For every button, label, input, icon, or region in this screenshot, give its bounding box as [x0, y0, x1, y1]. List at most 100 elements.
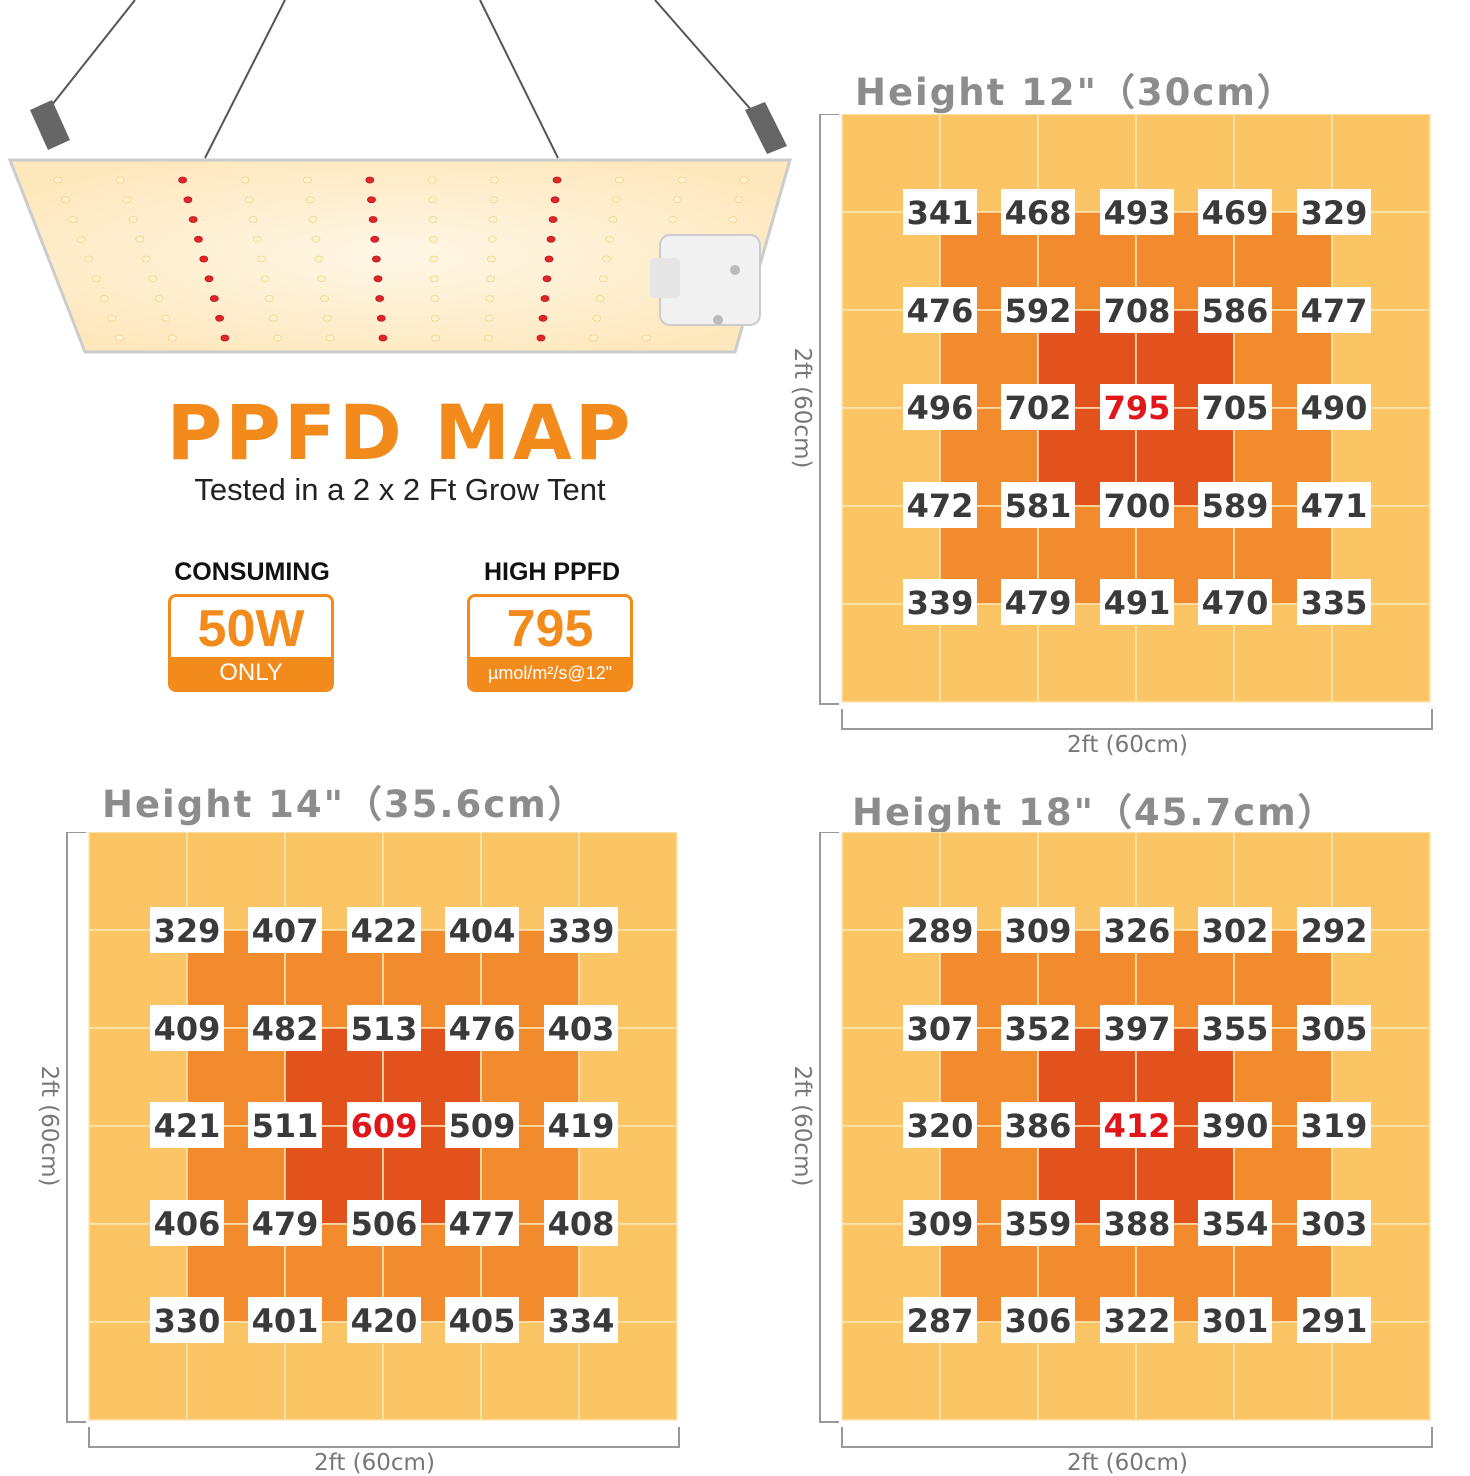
- ppfd-value: 511: [252, 1107, 319, 1145]
- value-box: [248, 1200, 322, 1246]
- white-led: [427, 176, 437, 184]
- white-led: [589, 334, 599, 342]
- white-led: [490, 176, 500, 184]
- red-led: [371, 255, 381, 263]
- ppfd-value: 352: [1005, 1010, 1072, 1048]
- value-box: [248, 907, 322, 953]
- high-ppfd-value: 795: [506, 600, 594, 658]
- red-led: [373, 275, 383, 283]
- high-ppfd-label: HIGH PPFD: [483, 558, 621, 586]
- ppfd-value: 403: [548, 1010, 615, 1048]
- white-led: [148, 275, 158, 283]
- white-led: [84, 255, 94, 263]
- ppfd-value: 471: [1301, 487, 1368, 525]
- ppfd-value: 702: [1005, 389, 1072, 427]
- red-led: [548, 216, 558, 223]
- ppfd-value: 339: [548, 912, 615, 950]
- value-box: [544, 1200, 618, 1246]
- white-led: [429, 235, 438, 243]
- value-box: [1297, 1102, 1371, 1148]
- white-led: [167, 334, 177, 342]
- ppfd-value: 339: [907, 584, 974, 622]
- heatmap-grid: 341 468 493 469 329 476 592 708 586 477 496 702 795 7…: [819, 114, 1433, 730]
- white-led: [431, 334, 441, 342]
- white-led: [488, 216, 498, 223]
- value-box: [903, 189, 977, 235]
- ppfd-value: 592: [1005, 292, 1072, 330]
- y-axis-label: 2ft (60cm): [789, 1065, 815, 1187]
- value-box: [1297, 287, 1371, 333]
- heatmap-grid: 329 407 422 404 339 409 482 513 476 403 421 511 609 5…: [66, 832, 680, 1448]
- white-led: [122, 196, 132, 204]
- hanging-wire: [204, 0, 286, 159]
- value-box: [347, 1200, 421, 1246]
- ppfd-value: 289: [907, 912, 974, 950]
- white-led: [429, 255, 439, 263]
- white-led: [314, 255, 324, 263]
- ppfd-value: 291: [1301, 1302, 1368, 1340]
- value-box: [1001, 907, 1075, 953]
- value-box: [150, 1297, 224, 1343]
- value-box: [1001, 189, 1075, 235]
- value-box: [903, 482, 977, 528]
- ppfd-value: 470: [1202, 584, 1269, 622]
- value-box: [347, 907, 421, 953]
- value-box: [1001, 579, 1075, 625]
- value-box: [1100, 907, 1174, 953]
- white-led: [244, 196, 254, 204]
- white-led: [61, 196, 70, 204]
- red-led: [204, 275, 214, 283]
- value-box: [1001, 1102, 1075, 1148]
- value-box: [347, 1102, 421, 1148]
- height-bracket: [66, 832, 86, 1423]
- white-led: [141, 255, 151, 263]
- y-axis-label: 2ft (60cm): [789, 347, 815, 469]
- ppfd-value: 408: [548, 1205, 615, 1243]
- ppfd-value: 406: [154, 1205, 221, 1243]
- white-led: [248, 216, 258, 223]
- value-box: [1297, 1200, 1371, 1246]
- value-box: [903, 579, 977, 625]
- value-box: [1297, 189, 1371, 235]
- red-led: [544, 255, 554, 263]
- page-subtitle: Tested in a 2 x 2 Ft Grow Tent: [194, 472, 606, 507]
- ppfd-value: 407: [252, 912, 319, 950]
- white-led: [53, 176, 63, 184]
- hanging-wire: [479, 0, 559, 159]
- value-box: [1198, 1200, 1272, 1246]
- ppfd-value: 397: [1104, 1010, 1171, 1048]
- value-box: [1100, 287, 1174, 333]
- value-box: [150, 1200, 224, 1246]
- value-box: [445, 907, 519, 953]
- red-led: [368, 216, 378, 223]
- white-led: [115, 176, 125, 184]
- ppfd-value: 409: [154, 1010, 221, 1048]
- white-led: [595, 295, 605, 302]
- red-led: [378, 334, 388, 342]
- white-led: [673, 196, 682, 204]
- value-box: [1100, 384, 1174, 430]
- driver-box-icon: [650, 234, 761, 326]
- red-led: [542, 275, 552, 283]
- value-box: [1100, 579, 1174, 625]
- ppfd-value: 307: [907, 1010, 974, 1048]
- value-box: [1297, 907, 1371, 953]
- ppfd-value: 468: [1005, 194, 1072, 232]
- red-led: [188, 216, 198, 223]
- value-box: [1297, 1297, 1371, 1343]
- ppfd-value: 705: [1202, 389, 1269, 427]
- value-box: [248, 1297, 322, 1343]
- value-box: [445, 1102, 519, 1148]
- ppfd-value: 422: [351, 912, 418, 950]
- ppfd-value: 329: [1301, 194, 1368, 232]
- value-box: [544, 1297, 618, 1343]
- ppfd-value: 320: [907, 1107, 974, 1145]
- value-box: [1100, 482, 1174, 528]
- ppfd-value: 581: [1005, 487, 1072, 525]
- value-box: [1001, 1005, 1075, 1051]
- consuming-value: 50W: [197, 600, 305, 658]
- x-axis-label: 2ft (60cm): [1067, 732, 1188, 758]
- white-led: [135, 235, 145, 243]
- ppfd-value: 479: [252, 1205, 319, 1243]
- white-led: [107, 314, 117, 322]
